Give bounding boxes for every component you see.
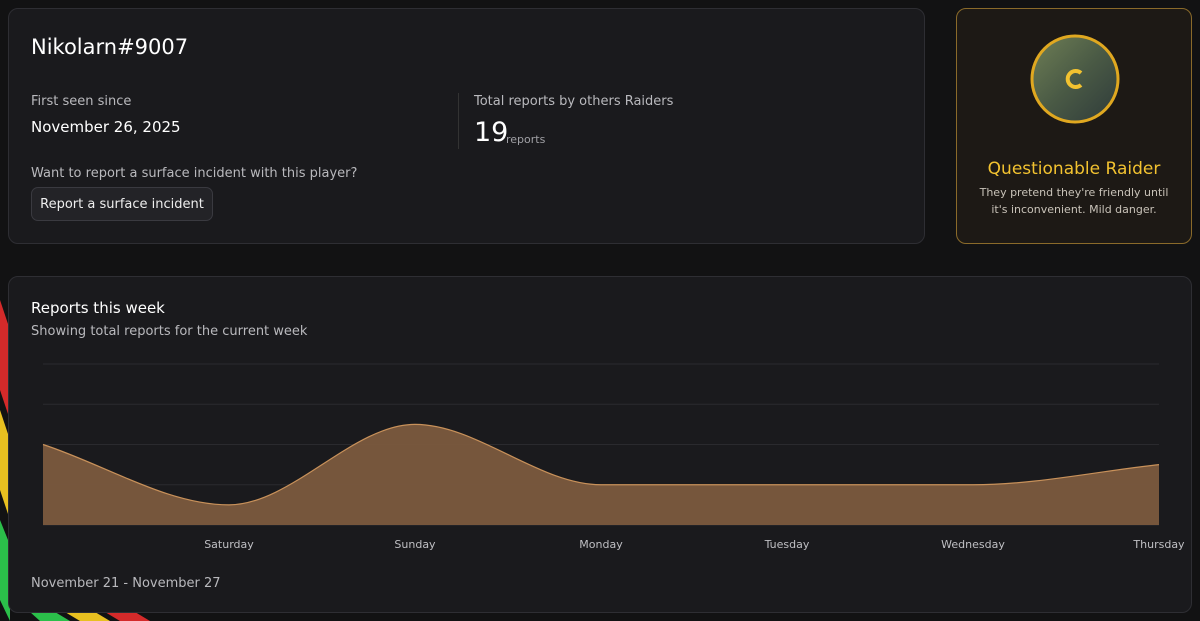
first-seen-date: November 26, 2025 <box>31 118 181 136</box>
badge-description: They pretend they're friendly until it's… <box>979 186 1169 216</box>
report-prompt: Want to report a surface incident with t… <box>31 166 358 181</box>
x-tick-label: Wednesday <box>941 538 1005 551</box>
badge-avatar <box>1030 34 1120 124</box>
stripe <box>0 520 10 621</box>
divider <box>458 93 459 149</box>
report-button[interactable]: Report a surface incident <box>31 187 213 221</box>
reports-label: Total reports by others Raiders <box>474 94 674 109</box>
x-tick-label: Thursday <box>1132 538 1185 551</box>
badge-card: Questionable Raider They pretend they're… <box>956 8 1192 244</box>
avatar-ring <box>1030 34 1120 124</box>
reports-unit: reports <box>506 133 546 146</box>
decor-stripes <box>0 300 150 621</box>
avatar-letter <box>1065 69 1083 89</box>
x-tick-label: Sunday <box>394 538 436 551</box>
profile-card: Nikolarn#9007 First seen since November … <box>8 8 925 244</box>
x-tick-label: Saturday <box>204 538 254 551</box>
first-seen-label: First seen since <box>31 94 132 109</box>
chart-footer: November 21 - November 27 <box>31 576 221 591</box>
stripe <box>0 300 10 420</box>
stripe <box>30 612 70 621</box>
badge-title: Questionable Raider <box>987 159 1161 179</box>
x-tick-label: Tuesday <box>764 538 810 551</box>
chart: Saturday Sunday Monday Tuesday Wednesday Thur… <box>42 363 1185 551</box>
chart-card: Reports this week Showing total reports … <box>8 276 1192 613</box>
chart-title: Reports this week <box>31 299 165 317</box>
stripe <box>105 612 150 621</box>
chart-subtitle: Showing total reports for the current we… <box>31 324 308 339</box>
player-name: Nikolarn#9007 <box>31 35 189 59</box>
x-tick-label: Monday <box>579 538 623 551</box>
area <box>43 424 1159 525</box>
stripe <box>0 410 10 520</box>
area-line <box>42 423 1160 506</box>
reports-count: 19 <box>474 117 509 148</box>
stripe <box>65 612 110 621</box>
